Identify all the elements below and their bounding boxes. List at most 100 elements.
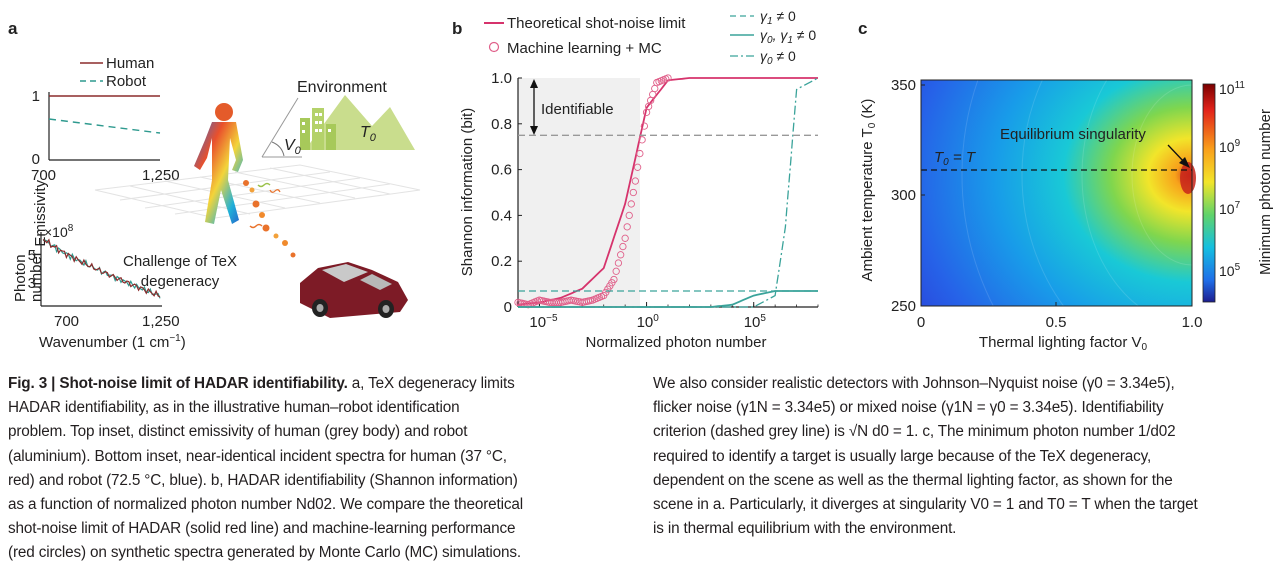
emissivity-xtick-700: 700	[31, 167, 56, 184]
caption-right-line-1: flicker noise (γ1N = 3.34e5) or mixed no…	[653, 399, 1164, 417]
c-xtick-05: 0.5	[1046, 314, 1067, 331]
caption-left: Fig. 3 | Shot-noise limit of HADAR ident…	[8, 372, 633, 566]
human-figure	[194, 103, 243, 224]
identifiable-label: Identifiable	[541, 101, 614, 118]
ml-marker	[625, 211, 633, 220]
photon-axis-label-1: Photon	[12, 254, 29, 302]
ml-marker	[633, 163, 642, 171]
figure-canvas: a Human Robot 1 0 Emissivity 700 1,250 E…	[8, 8, 1274, 353]
c-ytick-300: 300	[891, 187, 916, 204]
caption-right: We also consider realistic detectors wit…	[653, 372, 1273, 541]
legend-g0-label: γ0 ≠ 0	[760, 48, 796, 67]
legend-g01-label: γ0, γ1 ≠ 0	[760, 27, 816, 46]
environment-label: Environment	[297, 79, 387, 96]
cbar-tick-7: 107	[1219, 200, 1241, 217]
b-ytick-label: 1.0	[491, 70, 512, 87]
ml-marker	[623, 223, 631, 231]
legend-ml-label: Machine learning + MC	[507, 40, 662, 57]
ml-marker	[640, 122, 648, 130]
caption-right-line-4: dependent on the scene as well as the th…	[653, 471, 1173, 489]
colorbar	[1202, 83, 1216, 303]
panel-label-b: b	[452, 19, 462, 38]
challenge-label-line1: Challenge of TeX	[123, 253, 237, 270]
b-ytick-label: 0.6	[491, 162, 512, 179]
b-ytick-label: 0.8	[491, 116, 512, 133]
cbar-tick-11: 1011	[1219, 80, 1245, 97]
caption-left-line-2: problem. Top inset, distinct emissivity …	[8, 423, 468, 441]
photon-xtick-1250: 1,250	[142, 313, 180, 330]
ml-marker	[614, 259, 623, 267]
panel-b-ylabel: Shannon information (bit)	[459, 108, 476, 276]
b-ytick-label: 0	[504, 299, 512, 316]
legend-robot-label: Robot	[106, 73, 147, 90]
v0-label: V0	[284, 137, 302, 157]
photon-tick-3: 3	[28, 275, 36, 292]
legend-human-label: Human	[106, 55, 154, 72]
c-ytick-350: 350	[891, 77, 916, 94]
caption-left-line-6: shot-noise limit of HADAR (solid red lin…	[8, 520, 516, 538]
caption-left-line-4: red) and robot (72.5 °C, blue). b, HADAR…	[8, 471, 518, 489]
b-xtick-label: 105	[744, 313, 767, 331]
c-xtick-0: 0	[917, 314, 925, 331]
ml-marker	[612, 267, 620, 275]
caption-left-line-7: (red circles) on synthetic spectra gener…	[8, 544, 521, 562]
b-xtick-label: 100	[637, 313, 660, 331]
c-xtick-1: 1.0	[1182, 314, 1203, 331]
caption-left-line-3: (aluminium). Bottom inset, near-identica…	[8, 447, 507, 465]
cbar-tick-5: 105	[1219, 262, 1241, 279]
ml-marker	[638, 136, 646, 144]
b-ytick-label: 0.2	[491, 253, 512, 270]
ml-marker	[636, 149, 644, 158]
ml-marker	[621, 234, 629, 242]
panel-c-ylabel: Ambient temperature T0 (K)	[859, 99, 878, 282]
emissivity-tick-0: 0	[32, 151, 40, 168]
emissivity-tick-1: 1	[32, 88, 40, 105]
panel-b-xlabel: Normalized photon number	[586, 334, 767, 351]
photon-tick-5: 5	[28, 247, 36, 264]
environment-scene	[300, 95, 415, 150]
caption-left-line-0: a, TeX degeneracy limits	[347, 375, 515, 392]
ml-marker	[631, 177, 640, 185]
v0-angle-lines	[261, 97, 302, 158]
robot-car	[300, 262, 408, 318]
photon-inset	[40, 232, 162, 307]
panel-c-axes	[920, 79, 1193, 307]
panel-label-c: c	[858, 19, 867, 38]
caption-left-line-1: HADAR identifiability, as in the illustr…	[8, 399, 460, 417]
caption-right-line-2: criterion (dashed grey line) is √N d0 = …	[653, 423, 1176, 441]
wavenumber-axis-label: Wavenumber (1 cm−1)	[39, 333, 186, 351]
photon-trail	[243, 180, 296, 258]
ml-marker	[627, 200, 635, 208]
panel-label-a: a	[8, 19, 18, 38]
photon-xtick-700: 700	[54, 313, 79, 330]
t0-eq-label: T0 = T	[934, 149, 977, 168]
legend-ml-marker	[488, 41, 500, 53]
heatmap	[921, 80, 1192, 306]
caption-right-line-6: is in thermal equilibrium with the envir…	[653, 520, 957, 538]
ml-marker	[649, 90, 657, 99]
c-ytick-250: 250	[891, 298, 916, 315]
emissivity-inset	[48, 92, 161, 161]
b-ytick-label: 0.4	[491, 207, 512, 224]
ml-marker	[617, 251, 625, 259]
series-0-line	[517, 77, 818, 306]
photon-multiplier: ×108	[44, 223, 74, 240]
panel-c-xlabel: Thermal lighting factor V0	[979, 334, 1148, 353]
caption-fig: Fig. 3 |	[8, 375, 60, 392]
series-4-line	[518, 77, 819, 308]
caption-right-line-5: scene in a. Particularly, it diverges at…	[653, 496, 1198, 514]
emissivity-axis-label: Emissivity	[32, 180, 49, 247]
singularity-arrow	[1167, 144, 1190, 168]
singularity-annotation: Equilibrium singularity	[1000, 126, 1146, 143]
caption-left-line-5: as a function of normalized photon numbe…	[8, 496, 523, 514]
photon-axis-label-2: number	[28, 251, 45, 302]
cbar-tick-9: 109	[1219, 138, 1241, 155]
human-spectrum-line	[42, 238, 161, 298]
ml-marker	[629, 188, 637, 197]
ml-marker	[664, 74, 672, 82]
challenge-label-line2: degeneracy	[141, 273, 220, 290]
robot-spectrum-line	[42, 239, 161, 299]
robot-emissivity-line	[48, 118, 161, 134]
caption-title: Shot-noise limit of HADAR identifiabilit…	[59, 375, 348, 392]
caption-right-line-3: required to identify a target is usually…	[653, 447, 1152, 465]
